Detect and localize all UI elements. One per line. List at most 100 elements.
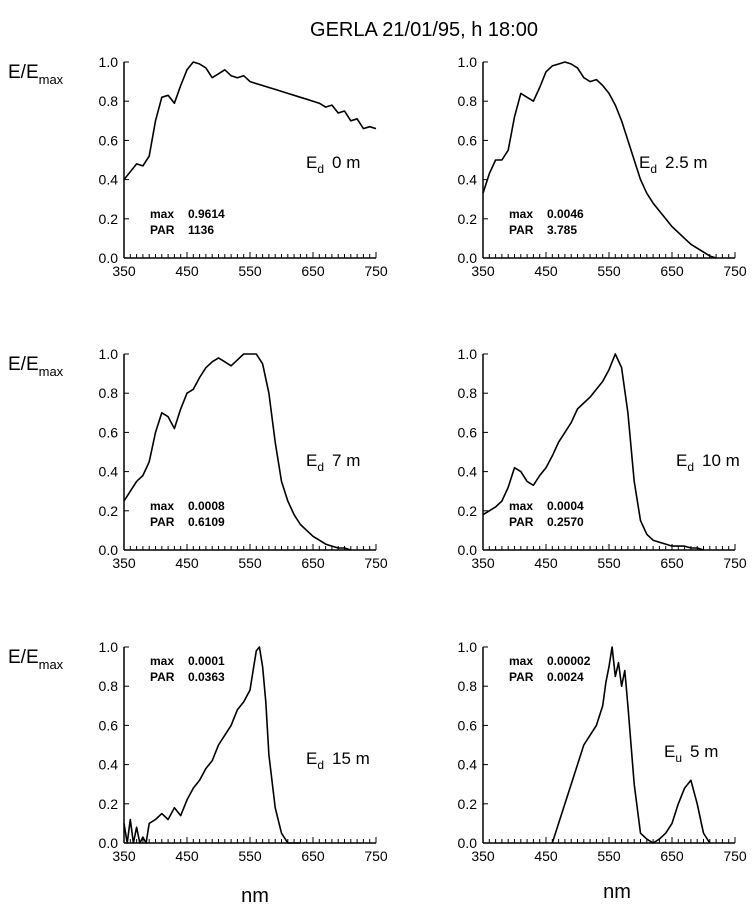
y-tick-label: 0.2	[458, 211, 478, 227]
y-tick-label: 0.0	[99, 542, 119, 558]
figure-title: GERLA 21/01/95, h 18:00	[310, 19, 538, 41]
x-tick-label: 650	[301, 848, 325, 864]
panel-label: Ed 7 m	[306, 451, 360, 474]
y-tick-label: 0.2	[99, 503, 119, 519]
max-value: 0.0001	[188, 654, 225, 668]
y-tick-label: 0.8	[99, 93, 119, 109]
x-tick-label: 650	[660, 848, 684, 864]
x-axis-label-left: nm	[241, 885, 269, 907]
x-tick-label: 450	[534, 555, 558, 571]
spectrum-line	[123, 353, 352, 551]
x-tick-label: 450	[175, 263, 199, 279]
par-value: 0.6109	[188, 515, 225, 529]
x-axis-label-right: nm	[603, 881, 631, 903]
par-label: PAR	[509, 515, 534, 529]
par-label: PAR	[150, 670, 175, 684]
y-tick-label: 0.6	[99, 132, 119, 148]
x-tick-label: 750	[723, 848, 747, 864]
y-tick-label: 0.0	[458, 250, 478, 266]
x-tick-label: 750	[364, 263, 388, 279]
y-axis-label: E/Emax	[8, 647, 64, 672]
x-tick-label: 350	[112, 263, 136, 279]
max-value: 0.0008	[188, 499, 225, 513]
spectrum-line	[482, 353, 704, 551]
y-tick-label: 0.4	[458, 757, 478, 773]
max-label: max	[150, 499, 174, 513]
spectrum-line	[482, 61, 717, 259]
x-tick-label: 450	[534, 263, 558, 279]
x-tick-label: 650	[660, 555, 684, 571]
panel-label: Ed 0 m	[306, 153, 360, 176]
max-label: max	[509, 654, 533, 668]
par-value: 0.0024	[547, 670, 584, 684]
y-tick-label: 0.4	[99, 172, 119, 188]
y-tick-label: 0.2	[99, 796, 119, 812]
y-tick-label: 0.2	[99, 211, 119, 227]
max-label: max	[150, 654, 174, 668]
max-label: max	[509, 207, 533, 221]
y-tick-label: 0.6	[458, 132, 478, 148]
par-label: PAR	[150, 515, 175, 529]
panel-6: 350 450 550 650 750 0.0 0.2 0.4 0.6 0.8 1.0 max 0.00…	[458, 639, 747, 864]
x-tick-label: 550	[597, 848, 621, 864]
y-tick-label: 0.0	[458, 542, 478, 558]
x-tick-label: 350	[112, 848, 136, 864]
max-label: max	[509, 499, 533, 513]
par-label: PAR	[509, 670, 534, 684]
y-tick-label: 0.6	[458, 717, 478, 733]
y-axis-label: E/Emax	[8, 62, 64, 87]
panel-label: Ed 10 m	[676, 451, 740, 474]
spectrum-line	[123, 61, 377, 181]
x-tick-label: 550	[238, 848, 262, 864]
panels-group: 350 450 550 650 750 0.0 0.2 0.4 0.6 0.8 1.0 max 0.96…	[8, 54, 747, 864]
x-tick-label: 750	[364, 848, 388, 864]
y-tick-label: 0.4	[458, 464, 478, 480]
par-label: PAR	[509, 223, 534, 237]
y-tick-label: 0.0	[99, 835, 119, 851]
x-tick-label: 350	[471, 848, 495, 864]
x-tick-label: 650	[301, 263, 325, 279]
y-tick-label: 0.8	[99, 385, 119, 401]
y-tick-label: 0.0	[458, 835, 478, 851]
y-tick-label: 0.8	[458, 93, 478, 109]
y-axis-label: E/Emax	[8, 354, 64, 379]
panel-label: Ed 2.5 m	[639, 153, 708, 176]
spectrum-line	[551, 646, 711, 844]
x-tick-label: 450	[175, 848, 199, 864]
panel-1: 350 450 550 650 750 0.0 0.2 0.4 0.6 0.8 1.0 max 0.96…	[8, 54, 388, 279]
y-tick-label: 1.0	[99, 54, 119, 70]
x-tick-label: 750	[723, 263, 747, 279]
y-tick-label: 0.2	[458, 503, 478, 519]
y-tick-label: 1.0	[458, 346, 478, 362]
y-tick-label: 0.0	[99, 250, 119, 266]
spectrum-line	[123, 646, 301, 844]
x-tick-label: 750	[723, 555, 747, 571]
panel-4: 350 450 550 650 750 0.0 0.2 0.4 0.6 0.8 1.0 max 0.00…	[458, 346, 747, 571]
y-tick-label: 0.6	[99, 717, 119, 733]
y-tick-label: 0.4	[99, 757, 119, 773]
panel-label: Eu 5 m	[664, 742, 718, 765]
x-tick-label: 550	[597, 263, 621, 279]
max-value: 0.9614	[188, 207, 225, 221]
max-value: 0.0004	[547, 499, 584, 513]
x-tick-label: 450	[534, 848, 558, 864]
par-value: 1136	[188, 223, 214, 237]
par-value: 3.785	[547, 223, 577, 237]
panel-2: 350 450 550 650 750 0.0 0.2 0.4 0.6 0.8 1.0 max 0.00…	[458, 54, 747, 279]
y-tick-label: 1.0	[99, 346, 119, 362]
y-tick-label: 1.0	[99, 639, 119, 655]
x-tick-label: 350	[471, 555, 495, 571]
panel-3: 350 450 550 650 750 0.0 0.2 0.4 0.6 0.8 1.0 max 0.00…	[8, 346, 388, 571]
max-label: max	[150, 207, 174, 221]
y-tick-label: 0.8	[99, 678, 119, 694]
x-tick-label: 550	[238, 263, 262, 279]
x-tick-label: 550	[597, 555, 621, 571]
x-tick-label: 350	[112, 555, 136, 571]
x-tick-label: 650	[660, 263, 684, 279]
x-tick-label: 650	[301, 555, 325, 571]
y-tick-label: 0.2	[458, 796, 478, 812]
y-tick-label: 0.8	[458, 678, 478, 694]
max-value: 0.0046	[547, 207, 584, 221]
panel-label: Ed 15 m	[306, 749, 370, 772]
par-label: PAR	[150, 223, 175, 237]
